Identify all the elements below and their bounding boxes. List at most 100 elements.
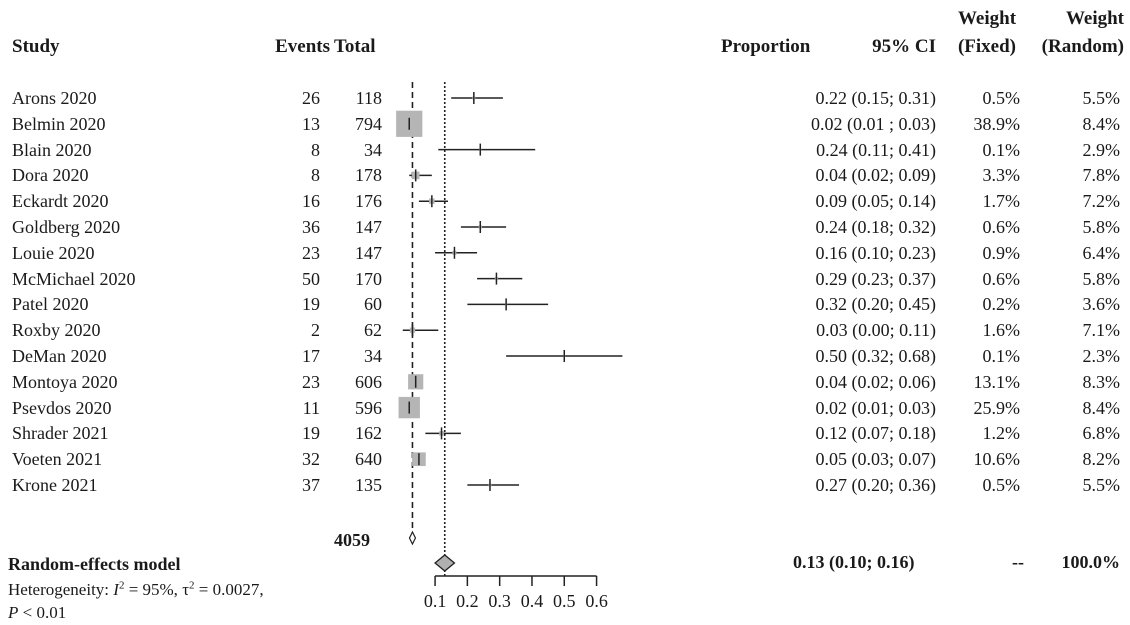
summary-weight-fixed: -- [1012,552,1024,572]
study-total: 62 [364,320,382,341]
study-events: 2 [311,320,320,341]
study-events: 11 [302,397,320,418]
study-total: 176 [355,191,382,212]
study-total: 34 [364,139,382,160]
x-axis-tick-label: 0.5 [553,591,576,611]
study-ci: 0.03 (0.00; 0.11) [816,320,936,341]
study-weight-fixed: 0.6% [982,217,1021,237]
study-events: 19 [302,423,320,444]
study-weight-random: 8.4% [1082,397,1121,418]
header-study: Study [12,36,60,57]
study-name: Arons 2020 [12,88,97,108]
study-weight-random: 3.6% [1082,294,1121,315]
study-weight-fixed: 1.6% [982,320,1021,341]
study-name: Patel 2020 [12,294,89,315]
study-name: Shrader 2021 [12,423,109,444]
study-total: 60 [364,294,382,315]
study-name: Psevdos 2020 [12,397,112,418]
study-events: 26 [302,88,320,108]
study-name: Blain 2020 [12,139,92,160]
header-total: Total [334,36,376,57]
study-weight-random: 6.8% [1082,423,1121,444]
study-weight-fixed: 0.1% [982,346,1021,366]
study-total: 794 [355,113,382,134]
study-weight-random: 7.8% [1082,165,1121,186]
study-weight-random: 8.4% [1082,113,1121,134]
study-weight-random: 7.1% [1082,320,1121,341]
summary-diamond [434,554,456,572]
study-weight-random: 8.2% [1082,449,1121,470]
p-symbol: P [8,603,19,622]
study-ci: 0.04 (0.02; 0.09) [815,165,937,186]
study-events: 37 [302,475,320,495]
study-name: Louie 2020 [12,242,95,263]
header-ci: 95% CI [872,36,936,57]
study-weight-random: 5.8% [1082,268,1121,289]
tau-value: = 0.0027, [194,580,264,599]
study-weight-fixed: 0.5% [982,475,1021,495]
study-ci: 0.24 (0.11; 0.41) [816,139,936,160]
x-axis-tick-label: 0.2 [456,591,479,611]
study-name: Montoya 2020 [12,371,118,392]
study-weight-random: 5.5% [1082,475,1121,495]
p-value: < 0.01 [18,603,67,622]
study-weight-fixed: 0.9% [982,242,1021,263]
study-name: Goldberg 2020 [12,217,121,237]
study-weight-fixed: 13.1% [973,371,1021,392]
tau-sup: 2 [189,579,195,592]
x-axis-tick-label: 0.3 [488,591,511,611]
study-weight-fixed: 0.6% [982,268,1021,289]
study-weight-fixed: 1.7% [982,191,1021,212]
study-events: 17 [302,346,320,366]
study-total: 596 [355,397,382,418]
study-ci: 0.50 (0.32; 0.68) [815,346,937,366]
study-name: Belmin 2020 [12,113,106,134]
study-ci: 0.09 (0.05; 0.14) [815,191,937,212]
study-weight-random: 5.5% [1082,88,1121,108]
study-total: 118 [355,88,382,108]
study-name: DeMan 2020 [12,346,107,366]
x-axis-tick-label: 0.1 [424,591,447,611]
study-events: 16 [302,191,320,212]
study-total: 606 [355,371,382,392]
study-ci: 0.27 (0.20; 0.36) [815,475,937,495]
study-weight-fixed: 38.9% [973,113,1021,134]
study-weight-fixed: 0.1% [982,139,1021,160]
study-weight-fixed: 10.6% [973,449,1021,470]
heterogeneity-prefix: Heterogeneity: [8,580,114,599]
study-events: 36 [302,217,320,237]
study-total: 34 [364,346,382,366]
header-weight-fixed-line1: Weight [957,8,1017,29]
study-name: Voeten 2021 [12,449,103,470]
summary-label: Random-effects model [8,554,181,574]
study-name: Roxby 2020 [12,320,101,341]
study-ci: 0.32 (0.20; 0.45) [815,294,937,315]
study-ci: 0.05 (0.03; 0.07) [815,449,937,470]
study-events: 8 [311,139,320,160]
study-events: 8 [311,165,320,186]
study-ci: 0.04 (0.02; 0.06) [815,371,937,392]
study-weight-random: 5.8% [1082,217,1121,237]
study-total: 640 [355,449,382,470]
study-total: 178 [355,165,382,186]
x-axis-tick-label: 0.4 [521,591,544,611]
summary-weight-random: 100.0% [1061,552,1121,572]
study-weight-random: 2.3% [1082,346,1121,366]
study-total: 162 [355,423,382,444]
study-weight-random: 2.9% [1082,139,1121,160]
study-ci: 0.02 (0.01 ; 0.03) [811,113,936,134]
study-total: 147 [355,217,382,237]
study-events: 23 [302,371,320,392]
study-ci: 0.16 (0.10; 0.23) [815,242,937,263]
study-events: 13 [302,113,320,134]
study-weight-fixed: 0.2% [982,294,1021,315]
study-events: 50 [302,268,320,289]
grand-total: 4059 [334,530,370,550]
x-axis-tick-label: 0.6 [585,591,608,611]
i2-value: = 95%, [124,580,183,599]
study-weight-fixed: 0.5% [982,88,1021,108]
i2-symbol: I [113,580,119,599]
header-events: Events [275,36,330,57]
summary-ci: 0.13 (0.10; 0.16) [793,552,915,572]
study-name: Dora 2020 [12,165,89,186]
